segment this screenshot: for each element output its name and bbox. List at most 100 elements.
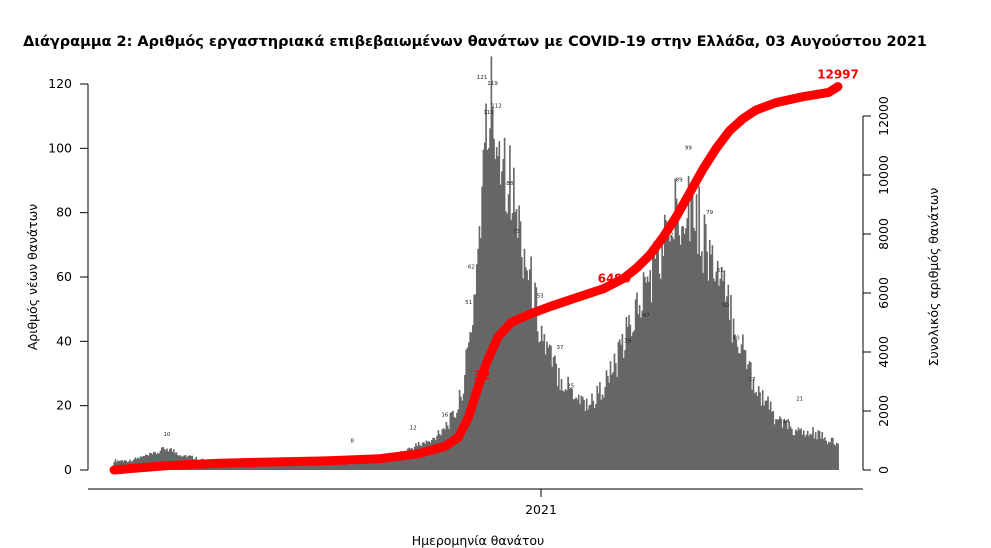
daily-deaths-bar: [781, 427, 784, 470]
daily-deaths-bar: [687, 176, 690, 470]
daily-deaths-bar: [395, 454, 397, 470]
daily-deaths-bar: [448, 429, 450, 470]
daily-deaths-bar: [374, 460, 376, 470]
daily-deaths-bar: [482, 149, 485, 470]
daily-deaths-bar: [364, 462, 367, 470]
daily-deaths-bar: [716, 260, 719, 470]
daily-deaths-bar: [658, 273, 661, 470]
daily-deaths-bar: [572, 399, 575, 470]
daily-deaths-bar: [379, 459, 382, 470]
daily-deaths-bar: [761, 390, 764, 470]
daily-deaths-bar: [609, 361, 612, 470]
daily-deaths-bar: [630, 336, 633, 470]
daily-deaths-bar: [290, 463, 293, 470]
daily-deaths-bar: [830, 437, 833, 470]
daily-deaths-bar: [258, 464, 261, 470]
daily-deaths-bar: [558, 368, 560, 470]
daily-deaths-bar: [693, 227, 695, 470]
daily-deaths-bar: [577, 394, 580, 470]
daily-deaths-bar: [473, 294, 475, 470]
daily-deaths-bar: [726, 296, 728, 470]
daily-deaths-bar: [806, 430, 809, 470]
daily-deaths-bar: [322, 463, 325, 470]
daily-deaths-bar: [430, 440, 433, 470]
y-tick-label: 60: [56, 269, 72, 284]
daily-deaths-bar: [816, 439, 818, 470]
daily-deaths-bar: [800, 428, 802, 470]
daily-deaths-bar: [536, 331, 539, 470]
daily-deaths-bar: [338, 464, 340, 470]
daily-deaths-bar: [821, 432, 824, 470]
bar-value-label: 8: [350, 438, 354, 444]
daily-deaths-bar: [491, 106, 494, 470]
daily-deaths-bar: [625, 317, 628, 470]
daily-deaths-bar: [832, 437, 834, 470]
daily-deaths-bar: [548, 344, 551, 470]
daily-deaths-bar: [146, 455, 149, 470]
daily-deaths-bar: [798, 429, 801, 470]
daily-deaths-bar: [763, 405, 765, 470]
daily-deaths-bar: [302, 464, 305, 470]
daily-deaths-bar: [640, 317, 642, 470]
daily-deaths-bar: [162, 447, 164, 470]
daily-deaths-bar: [354, 462, 356, 470]
daily-deaths-bar: [318, 462, 321, 470]
bar-value-label: 40: [733, 335, 740, 341]
daily-deaths-bar: [613, 353, 616, 470]
daily-deaths-bar: [796, 431, 798, 470]
daily-deaths-bar: [301, 464, 303, 470]
daily-deaths-bar: [528, 269, 531, 470]
daily-deaths-bar: [172, 449, 175, 470]
bar-value-label: 39: [624, 339, 631, 345]
daily-deaths-bar: [389, 458, 392, 470]
daily-deaths-bar: [746, 369, 748, 470]
daily-deaths-bar: [142, 456, 145, 470]
daily-deaths-bar: [685, 228, 687, 470]
daily-deaths-bar: [804, 436, 806, 470]
daily-deaths-bar: [310, 463, 313, 470]
y2-tick-label: 8000: [876, 218, 891, 250]
bar-value-label: 51: [465, 300, 472, 306]
daily-deaths-bar: [592, 400, 595, 470]
daily-deaths-bar: [826, 444, 829, 470]
daily-deaths-bar: [603, 397, 605, 470]
daily-deaths-bar: [749, 362, 752, 470]
daily-deaths-bar: [376, 460, 379, 470]
y2-tick-label: 4000: [876, 336, 891, 368]
daily-deaths-bar: [505, 211, 507, 470]
cumulative-deaths-line: [109, 82, 843, 475]
daily-deaths-bar: [350, 464, 352, 470]
bar-value-label: 121: [477, 75, 488, 81]
bar-value-labels: 1211191101128873625153372539477289999279…: [163, 75, 803, 444]
daily-deaths-bar: [427, 441, 429, 470]
daily-deaths-bar: [711, 245, 714, 470]
daily-deaths-bar: [822, 439, 825, 470]
daily-deaths-bar: [539, 341, 542, 470]
daily-deaths-bar: [272, 464, 274, 470]
daily-deaths-bar: [329, 463, 331, 470]
daily-deaths-bar: [788, 421, 790, 470]
daily-deaths-bar: [382, 459, 384, 470]
daily-deaths-bar: [367, 461, 370, 470]
daily-deaths-bar: [731, 342, 734, 470]
daily-deaths-bar: [710, 254, 712, 470]
daily-deaths-bar: [584, 411, 587, 470]
daily-deaths-bar: [280, 464, 282, 470]
daily-deaths-bar: [735, 339, 738, 470]
daily-deaths-bar: [114, 459, 117, 470]
daily-deaths-bar: [593, 407, 596, 470]
daily-deaths-bar: [616, 376, 618, 470]
daily-deaths-bar: [383, 460, 385, 470]
daily-deaths-bar: [604, 387, 607, 470]
bar-value-label: 37: [557, 345, 564, 351]
daily-deaths-bar: [683, 233, 686, 470]
daily-deaths-bar: [478, 226, 481, 470]
daily-deaths-bar: [662, 256, 665, 470]
daily-deaths-bar: [765, 400, 768, 470]
daily-deaths-bar: [323, 463, 326, 470]
daily-deaths-bar: [145, 454, 147, 470]
daily-deaths-bar: [347, 463, 350, 470]
daily-deaths-bar: [434, 440, 437, 470]
daily-deaths-bar: [521, 257, 523, 470]
daily-deaths-bar: [286, 464, 289, 470]
